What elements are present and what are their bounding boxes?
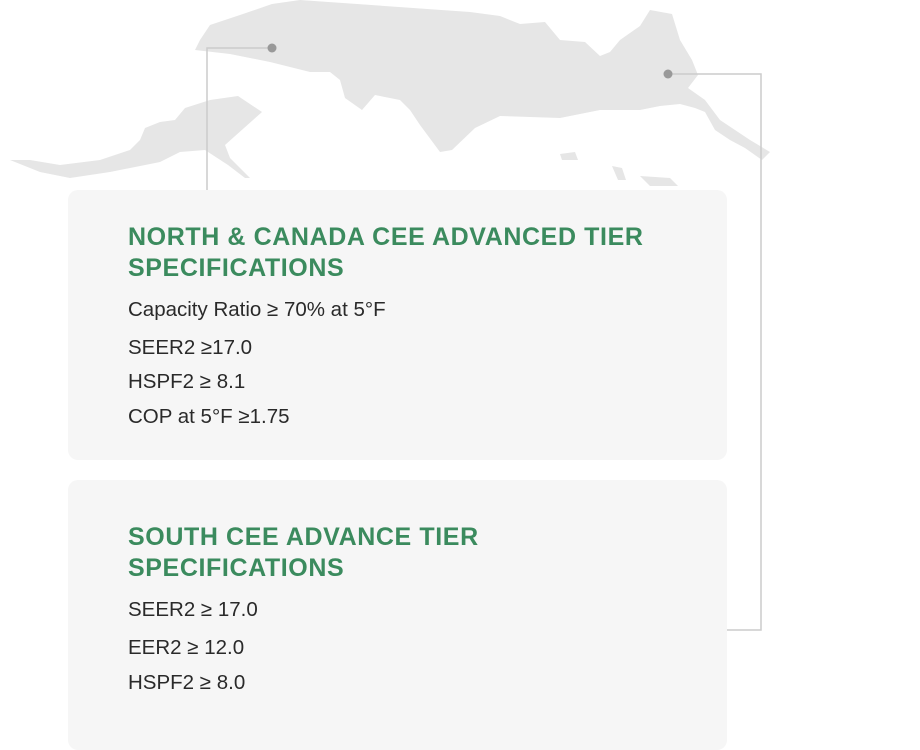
north-spec-item: COP at 5°F ≥1.75 — [128, 405, 290, 428]
south-spec-item: HSPF2 ≥ 8.0 — [128, 671, 246, 694]
alaska-shape — [10, 96, 262, 178]
north-spec-card: NORTH & CANADA CEE ADVANCED TIER SPECIFI… — [68, 190, 727, 460]
north-spec-item: Capacity Ratio ≥ 70% at 5°F — [128, 298, 386, 321]
south-spec-item: EER2 ≥ 12.0 — [128, 636, 245, 659]
caribbean-islands-shape — [560, 152, 678, 186]
south-spec-title: SOUTH CEE ADVANCE TIER SPECIFICATIONS — [128, 523, 479, 582]
north-spec-item: HSPF2 ≥ 8.1 — [128, 370, 246, 393]
north-spec-item: SEER2 ≥17.0 — [128, 336, 253, 359]
south-spec-card: SOUTH CEE ADVANCE TIER SPECIFICATIONS SE… — [68, 480, 727, 750]
north-america-map — [10, 0, 770, 186]
north-spec-title: NORTH & CANADA CEE ADVANCED TIER SPECIFI… — [128, 223, 644, 282]
continental-us-shape — [195, 0, 770, 160]
south-spec-item: SEER2 ≥ 17.0 — [128, 598, 258, 621]
